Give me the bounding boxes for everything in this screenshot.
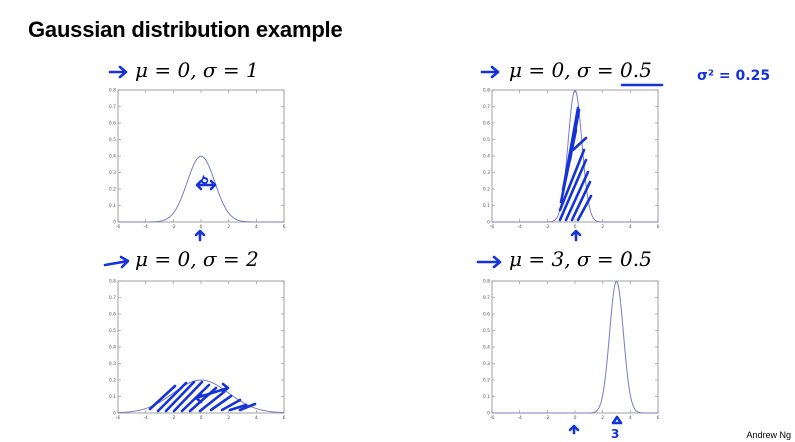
y-tick-label: 0.1: [483, 203, 490, 209]
x-tick-label: -6: [490, 415, 495, 421]
x-tick-label: 2: [227, 415, 230, 421]
gaussian-curve: [492, 89, 658, 223]
hatching-plot-2: [558, 106, 593, 222]
y-tick-label: 0.7: [109, 104, 116, 110]
mean-three-annotation: 3: [611, 415, 623, 441]
y-tick-label: 0.3: [109, 170, 116, 176]
gaussian-plot-1: -6 -4 -2 0 2 4 6 0 0.1 0.2 0.3 0.4 0.5 0.6 0.7 0.8: [109, 88, 286, 230]
y-tick-label: 0.4: [109, 345, 116, 351]
plots-layer: -6 -4 -2 0 2 4 600.10.20.30.40.50.60.70.8-6 -4-…: [109, 88, 660, 421]
x-tick-label: -4: [517, 415, 522, 421]
y-tick-label: 0.4: [109, 154, 116, 160]
x-tick-label: 2: [227, 224, 230, 230]
x-tick-label: 2: [601, 415, 604, 421]
x-tick-label: 4: [629, 415, 632, 421]
author-credit: Andrew Ng: [746, 430, 791, 440]
y-tick-label: 0.2: [483, 378, 490, 384]
x-tick-label: -6: [490, 224, 495, 230]
x-tick-label: 0: [200, 415, 203, 421]
y-tick-label: 0.8: [109, 279, 116, 285]
y-tick-label: 0: [487, 411, 490, 417]
y-tick-label: 0.4: [483, 154, 490, 160]
y-tick-label: 0.1: [483, 394, 490, 400]
caption-4: μ = 3, σ = 0.5: [509, 247, 652, 271]
x-tick-label: 4: [255, 415, 258, 421]
y-tick-label: 0.6: [109, 312, 116, 318]
y-tick-label: 0.2: [109, 378, 116, 384]
gaussian-curve: [492, 280, 658, 414]
plot-frame: [491, 280, 659, 414]
y-tick-label: 0.1: [109, 394, 116, 400]
up-arrow-1: [194, 229, 206, 242]
gaussian-curve: [118, 155, 284, 223]
x-tick-label: -4: [143, 415, 148, 421]
y-tick-label: 0.6: [483, 312, 490, 318]
caption-3: μ = 0, σ = 2: [135, 247, 259, 271]
x-tick-label: -2: [545, 415, 550, 421]
gaussian-curve: [117, 379, 285, 414]
x-tick-label: -6: [116, 415, 121, 421]
y-tick-label: 0.5: [483, 137, 490, 143]
y-tick-label: 0.6: [483, 121, 490, 127]
y-tick-label: 0.7: [109, 295, 116, 301]
y-tick-label: 0: [487, 220, 490, 226]
x-tick-label: -2: [171, 415, 176, 421]
up-arrow-4: [568, 424, 580, 435]
x-tick-label: 4: [629, 224, 632, 230]
y-tick-label: 0: [113, 411, 116, 417]
y-tick-label: 0.3: [109, 361, 116, 367]
y-tick-label: 0: [113, 220, 116, 226]
x-tick-label: -2: [171, 224, 176, 230]
y-tick-label: 0.6: [109, 121, 116, 127]
up-arrow-2: [570, 229, 582, 242]
caption-1: μ = 0, σ = 1: [135, 58, 259, 82]
y-tick-label: 0.4: [483, 345, 490, 351]
x-tick-label: 6: [283, 224, 286, 230]
three-mark: 3: [611, 427, 619, 441]
x-tick-label: -6: [116, 224, 121, 230]
y-tick-label: 0.2: [483, 187, 490, 193]
sigma-annotation: σ: [195, 173, 217, 191]
x-tick-label: -4: [517, 224, 522, 230]
y-tick-label: 0.5: [109, 137, 116, 143]
hand-arrow-2: [480, 65, 500, 79]
x-tick-label: 0: [574, 224, 577, 230]
x-tick-label: 0: [200, 224, 203, 230]
x-tick-label: 6: [283, 415, 286, 421]
y-tick-label: 0.5: [109, 328, 116, 334]
page-title: Gaussian distribution example: [28, 17, 343, 42]
variance-note: σ² = 0.25: [697, 68, 770, 84]
hatching-plot-3: [148, 380, 257, 413]
y-tick-label: 0.1: [109, 203, 116, 209]
hand-arrow-3: [103, 255, 130, 269]
x-tick-label: -2: [545, 224, 550, 230]
y-tick-label: 0.8: [483, 88, 490, 94]
y-tick-label: 0.5: [483, 328, 490, 334]
x-tick-label: 6: [657, 415, 660, 421]
caption-2: μ = 0, σ = 0.5: [509, 58, 652, 82]
y-tick-label: 0.3: [483, 361, 490, 367]
y-tick-label: 0.2: [109, 187, 116, 193]
y-tick-label: 0.8: [483, 279, 490, 285]
x-tick-label: 6: [657, 224, 660, 230]
x-tick-label: 4: [255, 224, 258, 230]
y-tick-label: 0.7: [483, 295, 490, 301]
y-tick-label: 0.3: [483, 170, 490, 176]
x-tick-label: 2: [601, 224, 604, 230]
gaussian-plot-4: -6 -4 -2 0 2 4 6 0 0.1 0.2 0.3 0.4 0.5 0.6 0.7 0.8: [483, 279, 660, 421]
x-tick-label: -4: [143, 224, 148, 230]
y-tick-label: 0.7: [483, 104, 490, 110]
y-tick-label: 0.8: [109, 88, 116, 94]
hand-arrow-4: [476, 255, 502, 269]
x-tick-label: 0: [574, 415, 577, 421]
hand-arrow-1: [108, 65, 128, 79]
